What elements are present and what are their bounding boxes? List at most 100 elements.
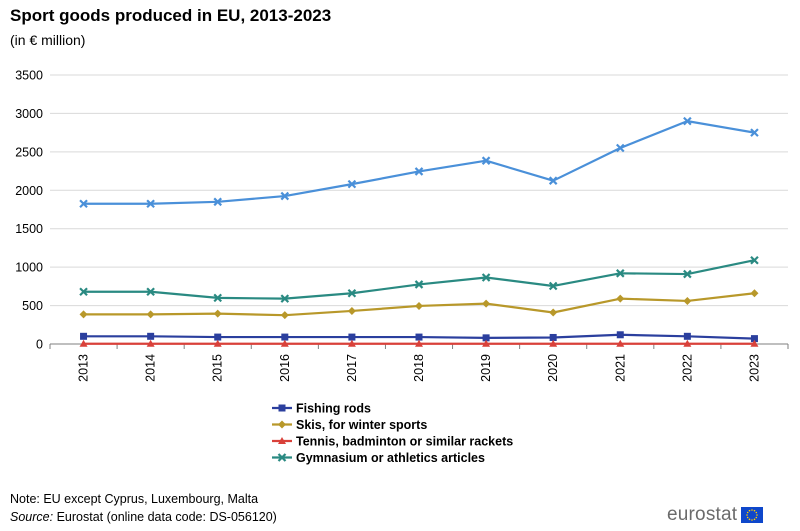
data-point [213, 197, 223, 207]
source-line: Source: Eurostat (online data code: DS-0… [10, 510, 277, 524]
data-point [347, 179, 357, 189]
marker-stroke [277, 453, 287, 462]
marker-stroke [146, 287, 155, 297]
marker-stroke [683, 269, 692, 279]
data-point [482, 334, 490, 342]
flag-star [756, 514, 759, 516]
x-tick-label: 2015 [211, 354, 225, 382]
chart-subtitle: (in € million) [10, 32, 86, 48]
legend-marker [278, 420, 286, 429]
data-point [750, 335, 758, 343]
flag-star [755, 516, 758, 519]
series-lines [79, 116, 759, 347]
x-tick-label: 2018 [412, 354, 426, 382]
marker-stroke [548, 176, 558, 185]
data-point [683, 296, 692, 305]
flag-star [748, 518, 751, 521]
y-tick-label: 0 [36, 338, 43, 352]
data-point [683, 332, 691, 340]
data-point [147, 332, 155, 340]
data-point [79, 199, 88, 209]
flag-background [741, 507, 764, 523]
marker-stroke [213, 293, 223, 303]
data-point [482, 339, 491, 347]
legend-marker [277, 453, 287, 462]
flag-star [753, 509, 756, 512]
data-point [683, 269, 692, 279]
marker-stroke [347, 288, 357, 298]
data-point [481, 156, 491, 165]
source-text: Eurostat (online data code: DS-056120) [53, 510, 277, 524]
data-point [414, 167, 424, 176]
legend-label: Fishing rods [296, 402, 371, 416]
x-tick-label: 2019 [479, 354, 493, 382]
legend-marker [278, 437, 286, 444]
x-axis-ticks: 2013 2014 2015 2016 2017 2018 2019 2020 2021 2022… [77, 354, 762, 382]
marker-stroke [213, 197, 223, 207]
x-tick-label: 2022 [680, 354, 694, 382]
data-point [415, 333, 423, 341]
data-point [146, 199, 155, 209]
data-point [415, 301, 423, 310]
data-point [280, 339, 289, 347]
data-point [616, 339, 625, 347]
data-point [347, 306, 356, 315]
data-point [481, 273, 491, 282]
data-point [616, 294, 625, 303]
data-point [683, 339, 692, 347]
marker-stroke [79, 287, 88, 297]
data-point [146, 287, 155, 297]
data-point [280, 191, 290, 201]
marker-stroke [347, 179, 357, 189]
y-tick-label: 2500 [15, 145, 43, 159]
data-point [549, 308, 558, 317]
grid-lines [50, 74, 788, 307]
data-point [79, 339, 88, 347]
series-line [83, 120, 755, 205]
x-tick-label: 2017 [345, 354, 359, 382]
legend-item: Fishing rods [272, 402, 371, 416]
y-tick-label: 3500 [15, 69, 43, 83]
flag-star [748, 509, 751, 512]
data-point [146, 310, 155, 319]
marker-stroke [481, 156, 491, 165]
legend-label: Tennis, badminton or similar rackets [296, 435, 513, 449]
y-axis-ticks: 0 500 1000 1500 2000 2500 3000 3500 [15, 69, 43, 352]
marker-stroke [615, 143, 625, 153]
flag-star [747, 516, 749, 519]
flag-star [753, 518, 756, 521]
flag-star [747, 511, 749, 514]
marker-stroke [750, 255, 759, 265]
y-tick-label: 1000 [15, 261, 43, 275]
data-point [146, 339, 155, 347]
data-point [482, 299, 491, 308]
data-point [615, 269, 625, 278]
data-point [79, 310, 88, 319]
legend-item: Gymnasium or athletics articles [272, 451, 485, 465]
series-total [79, 116, 759, 209]
data-point [683, 116, 692, 126]
series-tennis-badminton-or-similar-rackets [79, 339, 759, 347]
data-point [214, 333, 222, 341]
y-tick-label: 500 [22, 299, 43, 313]
data-point [415, 339, 423, 347]
chart-title: Sport goods produced in EU, 2013-2023 [10, 6, 332, 25]
marker-stroke [280, 191, 290, 201]
data-point [280, 294, 290, 303]
flag-star [755, 511, 758, 514]
series-skis-for-winter-sports [79, 289, 759, 320]
eurostat-logo: eurostat [667, 503, 764, 527]
x-tick-label: 2023 [747, 354, 761, 382]
flag-star [751, 509, 754, 511]
data-point [750, 339, 759, 347]
footnote: Note: EU except Cyprus, Luxembourg, Malt… [10, 492, 259, 506]
marker-stroke [79, 199, 88, 209]
logo-text: eurostat [667, 504, 738, 525]
data-point [750, 128, 759, 137]
marker-stroke [615, 269, 625, 278]
data-point [750, 289, 759, 298]
legend-item: Tennis, badminton or similar rackets [272, 435, 513, 449]
series-line [83, 259, 755, 300]
data-point [616, 331, 624, 339]
